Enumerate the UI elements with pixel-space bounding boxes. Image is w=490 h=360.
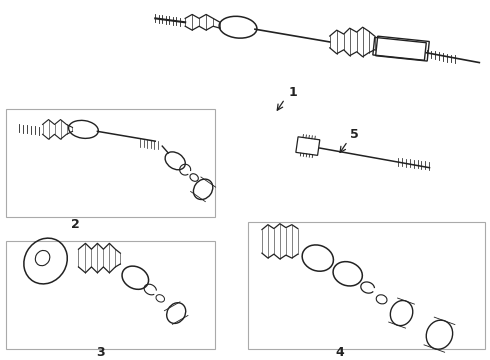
Bar [6, 109, 215, 217]
Text: 2: 2 [71, 218, 80, 231]
Bar [376, 36, 429, 61]
Text: 3: 3 [96, 346, 105, 359]
Text: 4: 4 [335, 346, 344, 359]
Bar [248, 222, 485, 350]
Bar [6, 241, 215, 350]
Text: 5: 5 [350, 128, 359, 141]
Text: 1: 1 [289, 86, 297, 99]
